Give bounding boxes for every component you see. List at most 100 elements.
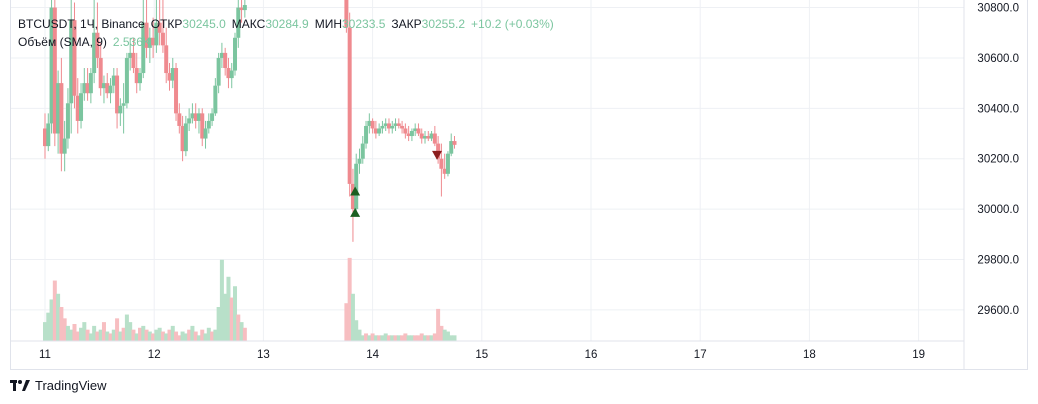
volume-bar (373, 335, 378, 341)
candle-body (147, 37, 152, 48)
volume-bar (141, 325, 146, 341)
candle (242, 0, 247, 18)
candle-body (167, 73, 172, 81)
candlestick-chart[interactable]: 29600.0 29800.0 30000.0 30200.0 30400.0 30600… (11, 0, 1029, 370)
candle-body (164, 45, 169, 74)
candle (174, 62, 179, 121)
volume-bar (200, 329, 205, 341)
volume-bar (115, 318, 120, 341)
candle (210, 108, 215, 126)
candle-body (170, 68, 175, 81)
candle-body (445, 153, 450, 174)
candle-body (101, 83, 106, 89)
candle (380, 120, 385, 134)
candle-body (49, 7, 54, 124)
candle (180, 115, 185, 162)
candle-body (108, 85, 113, 94)
chart-frame[interactable]: 29600.0 29800.0 30000.0 30200.0 30400.0 30600… (10, 0, 1028, 370)
volume-bar (393, 335, 398, 341)
volume-bar (432, 333, 437, 341)
candle (219, 42, 224, 69)
buy-marker (350, 186, 361, 196)
candle-body (98, 57, 103, 89)
candle (72, 2, 77, 109)
x-tick-label: 14 (366, 349, 379, 361)
candle (43, 113, 47, 159)
volume-bar (216, 307, 221, 341)
candle-body (118, 105, 123, 114)
candle (115, 68, 120, 129)
volume-bar (239, 322, 244, 341)
candle-body (95, 32, 100, 58)
volume-bar (396, 335, 401, 341)
tradingview-logo[interactable]: TradingView (10, 378, 107, 393)
volume-bar (134, 333, 139, 341)
candle (193, 103, 198, 129)
x-tick-label: 19 (912, 349, 925, 361)
candle-body (190, 113, 195, 119)
sell-marker (432, 150, 443, 160)
candle (367, 113, 372, 134)
candle (213, 78, 218, 116)
volume-bar (236, 314, 241, 341)
volume-bar (85, 329, 90, 341)
candle (347, 12, 352, 197)
candle-body (364, 125, 369, 144)
candle (439, 143, 444, 197)
candle-body (82, 83, 87, 94)
candle-body (174, 68, 179, 114)
candle-body (134, 68, 139, 84)
volume-bar (95, 331, 100, 341)
candle-body (111, 75, 116, 86)
x-tick-label: 11 (39, 349, 51, 361)
candle (167, 62, 172, 91)
candle (79, 83, 84, 129)
candle-body (151, 37, 156, 46)
legend-high-label: МАКС (231, 17, 266, 31)
candle (69, 0, 74, 134)
candle (354, 153, 359, 212)
candle (229, 62, 234, 89)
volume-bar (56, 293, 61, 341)
volume-bar (354, 320, 359, 341)
y-tick-label: 29600.0 (977, 305, 1019, 317)
volume-bar (445, 331, 450, 341)
volume-bar (377, 335, 382, 341)
candle (409, 128, 414, 142)
candle-body (242, 5, 247, 11)
candle-body (423, 136, 428, 139)
candle-body (46, 123, 51, 147)
volume-bar (452, 335, 457, 341)
candle (187, 108, 192, 131)
legend-volume-label[interactable]: Объём (SMA, 9) (18, 35, 107, 49)
candle-body (350, 183, 355, 210)
legend-symbol[interactable]: BTCUSDT, 1Ч, Binance (18, 17, 145, 31)
y-tick-label: 30400.0 (977, 103, 1019, 115)
candle-body (200, 113, 205, 139)
volume-bar (190, 325, 195, 341)
x-tick-label: 13 (257, 349, 270, 361)
volume-bar (92, 325, 97, 341)
candle (423, 130, 428, 144)
volume-bar (187, 329, 192, 341)
candle-body (393, 123, 398, 126)
candle-body (88, 73, 93, 94)
y-tick-label: 30800.0 (977, 3, 1019, 15)
volume-bar (357, 329, 362, 341)
legend-high-value: 30284.9 (265, 17, 309, 31)
candle (154, 0, 159, 53)
candle-body (62, 138, 67, 154)
volume-bar (406, 335, 411, 341)
axis-layer: 29600.0 29800.0 30000.0 30200.0 30400.0 30600… (11, 0, 1019, 370)
candle (98, 42, 103, 96)
candle (393, 118, 398, 131)
candle-body (226, 68, 231, 79)
volume-bar (380, 335, 385, 341)
candle (75, 78, 80, 134)
candle-body (419, 133, 424, 139)
legend-volume: Объём (SMA, 9) 2.536K (18, 34, 151, 50)
x-tick-label: 15 (475, 349, 488, 361)
legend-open-value: 30245.0 (182, 17, 226, 31)
candle (239, 0, 244, 23)
candle (118, 98, 123, 126)
